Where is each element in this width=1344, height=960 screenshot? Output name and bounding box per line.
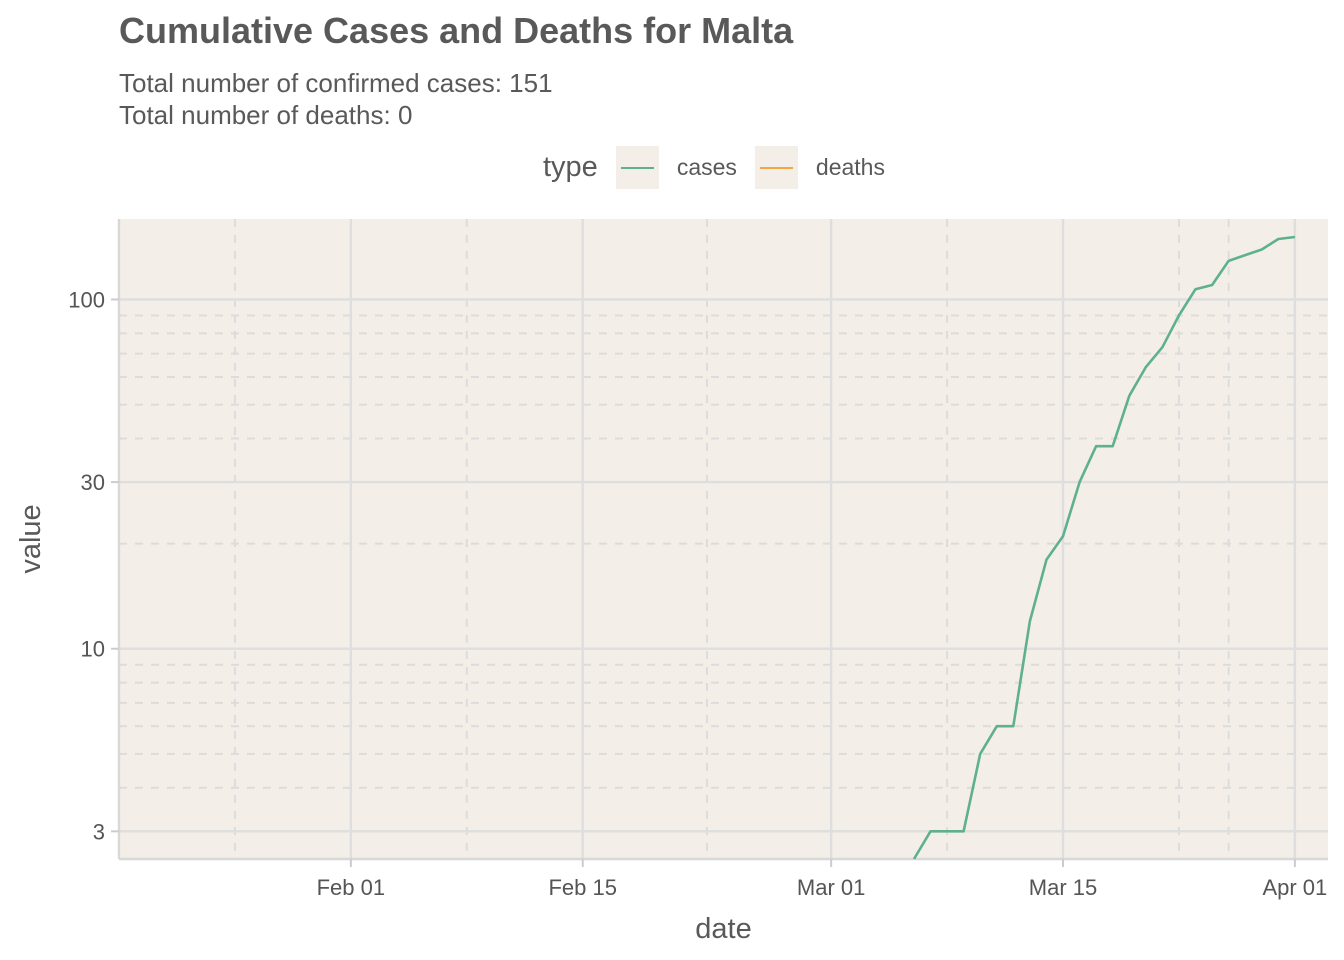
- tick-labels: Feb 01 Feb 15 Mar 01 Mar 15 Apr 01 3 10 30 100: [68, 287, 1327, 900]
- series-lines: [912, 235, 1296, 860]
- plot-background: [119, 219, 1328, 859]
- subtitle-cases-line: Total number of confirmed cases: 151: [119, 68, 553, 98]
- x-tick-label: Feb 01: [317, 875, 386, 900]
- x-tick-label: Apr 01: [1262, 875, 1327, 900]
- legend-key-deaths: [754, 145, 798, 189]
- legend-title: type: [543, 150, 598, 183]
- legend-item-cases: cases: [615, 145, 737, 189]
- axes: [117, 219, 1328, 861]
- series-line-cases: [912, 235, 1296, 860]
- y-tick-label: 10: [81, 637, 105, 662]
- y-tick-label: 3: [93, 819, 105, 844]
- grid-lines: [119, 219, 1328, 859]
- x-axis-title: date: [695, 913, 751, 945]
- y-axis-title: value: [15, 504, 47, 573]
- legend-key-cases: [615, 145, 659, 189]
- x-tick-label: Mar 01: [797, 875, 865, 900]
- legend-item-deaths: deaths: [754, 145, 885, 189]
- legend-label-cases: cases: [676, 153, 737, 180]
- y-tick-label: 100: [68, 287, 105, 312]
- chart-subtitle: Total number of confirmed cases: 151 Tot…: [119, 67, 553, 131]
- x-tick-label: Feb 15: [548, 875, 617, 900]
- subtitle-deaths-line: Total number of deaths: 0: [119, 100, 413, 130]
- chart-title: Cumulative Cases and Deaths for Malta: [119, 10, 794, 51]
- chart-legend: type cases deaths: [543, 145, 903, 189]
- y-tick-label: 30: [81, 470, 105, 495]
- legend-label-deaths: deaths: [815, 153, 885, 180]
- x-tick-label: Mar 15: [1029, 875, 1097, 900]
